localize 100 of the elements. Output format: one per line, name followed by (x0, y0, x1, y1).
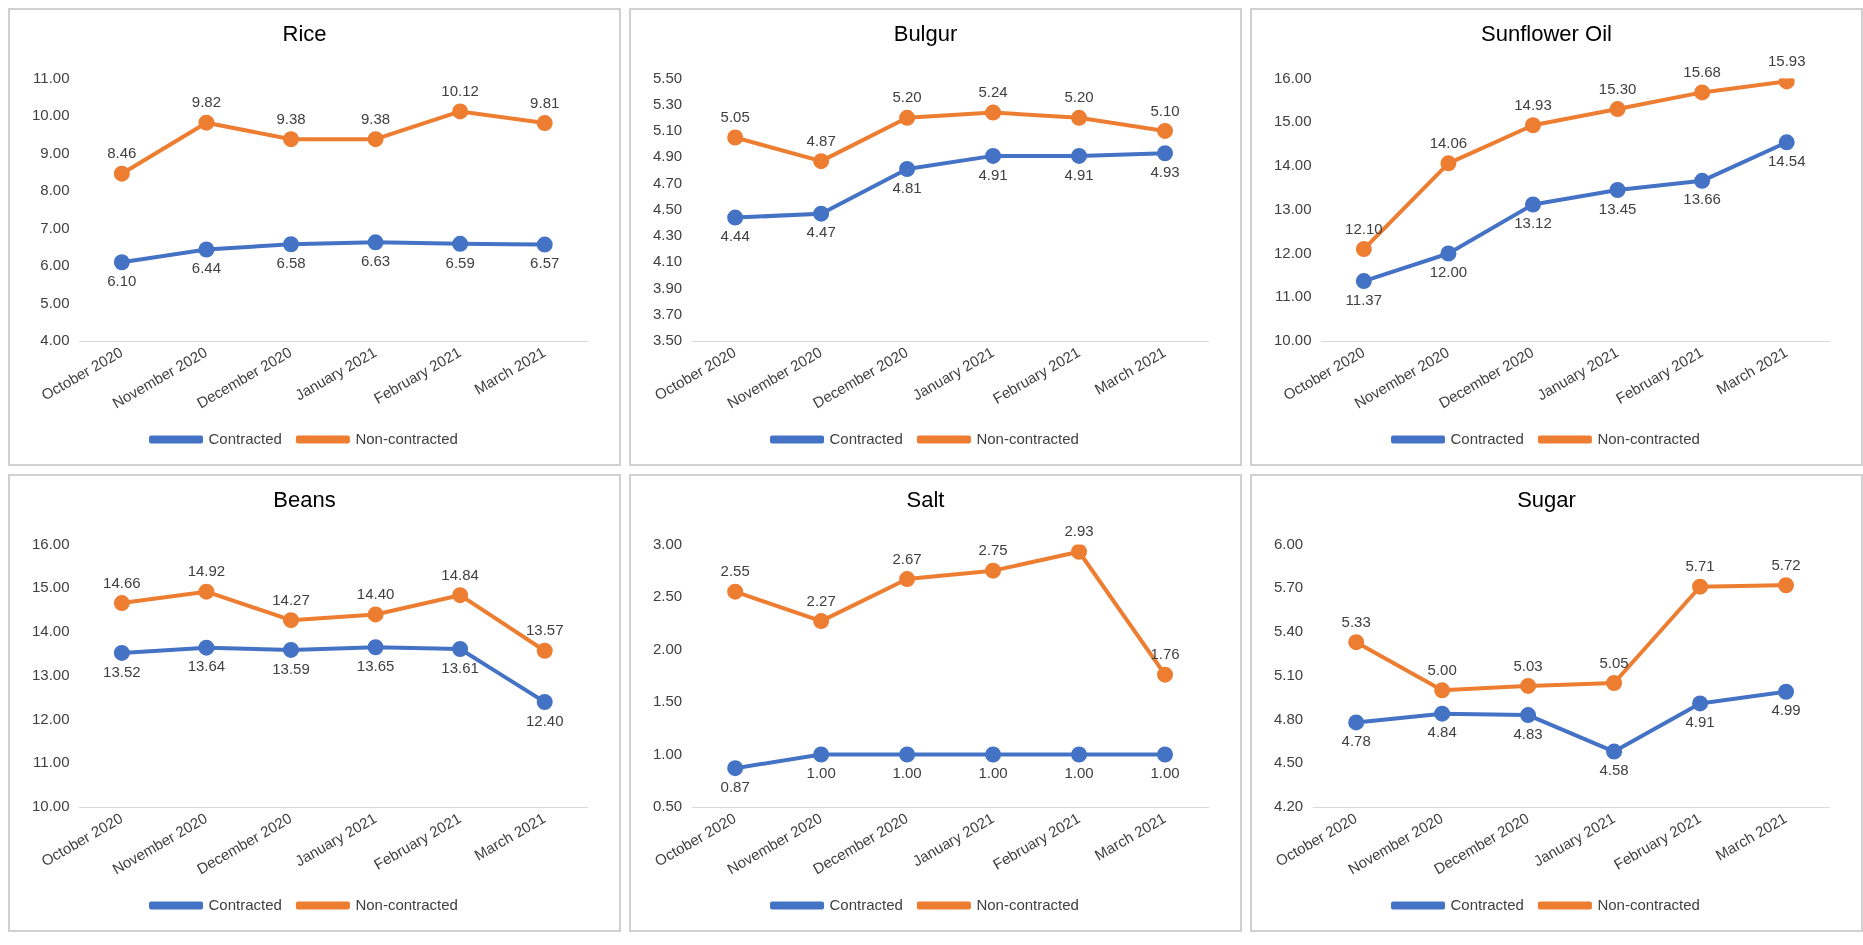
point (1355, 273, 1372, 290)
y-tick-label: 6.00 (1273, 534, 1304, 552)
chart-title: Sugar (1517, 487, 1576, 513)
data-label: 4.44 (720, 227, 750, 245)
data-label: 13.12 (1514, 214, 1552, 232)
point (1071, 147, 1088, 164)
data-label: 13.65 (356, 656, 395, 674)
data-label: 9.38 (360, 109, 391, 127)
y-tick-label: 4.90 (652, 147, 683, 165)
point (1348, 634, 1365, 651)
point (1157, 746, 1174, 763)
point (1524, 117, 1541, 134)
data-label: 6.59 (445, 253, 475, 271)
y-tick-label: 10.00 (31, 106, 70, 124)
y-tick-label: 11.00 (1275, 287, 1312, 305)
y-tick-label: 5.70 (1273, 578, 1304, 596)
point (899, 746, 916, 763)
point (1157, 122, 1174, 139)
data-label: 6.10 (107, 271, 137, 289)
point (1071, 544, 1088, 560)
legend-label: Non-contracted (355, 429, 458, 447)
legend-label: Non-contracted (976, 895, 1079, 913)
data-label: 2.75 (978, 541, 1008, 559)
data-label: 1.76 (1150, 645, 1180, 663)
data-label: 15.68 (1683, 63, 1721, 81)
point (727, 209, 744, 226)
data-label: 5.20 (1064, 88, 1094, 106)
data-label: 8.46 (107, 144, 137, 162)
point (452, 587, 469, 604)
data-label: 14.93 (1514, 95, 1552, 113)
y-tick-label: 16.00 (31, 534, 70, 552)
chart-title: Sunflower Oil (1481, 21, 1612, 47)
data-label: 2.67 (892, 549, 922, 567)
data-label: 4.84 (1427, 723, 1457, 741)
point (282, 641, 299, 658)
y-tick-label: 14.00 (31, 622, 70, 640)
point (813, 613, 830, 630)
data-label: 2.27 (806, 591, 836, 609)
point (1355, 241, 1372, 258)
legend-label: Non-contracted (355, 895, 458, 913)
data-label: 12.40 (525, 711, 564, 729)
data-label: 4.91 (1685, 713, 1715, 731)
point (198, 583, 215, 600)
y-tick-label: 2.00 (652, 639, 683, 657)
data-label: 14.66 (103, 573, 141, 591)
data-label: 14.40 (356, 585, 395, 603)
data-label: 9.82 (191, 93, 221, 111)
data-label: 5.24 (978, 83, 1008, 101)
data-label: 0.87 (720, 777, 750, 795)
data-label: 13.45 (1598, 199, 1637, 217)
y-tick-label: 6.00 (40, 256, 70, 274)
data-label: 4.58 (1599, 761, 1629, 779)
y-tick-label: 4.20 (1273, 797, 1304, 815)
y-tick-label: 5.30 (652, 94, 683, 112)
data-label: 4.81 (892, 178, 922, 196)
point (899, 109, 916, 126)
point (1692, 578, 1709, 595)
data-label: 6.57 (530, 254, 560, 272)
point (452, 235, 469, 252)
point (1434, 682, 1451, 699)
data-label: 1.00 (806, 764, 836, 782)
point (452, 641, 469, 658)
chart-title: Salt (906, 487, 945, 513)
data-label: 11.37 (1345, 290, 1383, 308)
y-tick-label: 4.30 (652, 226, 683, 244)
point (1157, 666, 1174, 683)
data-label: 6.58 (276, 253, 306, 271)
point (1694, 84, 1711, 101)
y-tick-label: 4.80 (1273, 709, 1304, 727)
data-label: 6.44 (191, 259, 221, 277)
data-label: 5.71 (1685, 557, 1715, 575)
data-label: 12.10 (1345, 219, 1383, 237)
data-label: 4.91 (1064, 165, 1094, 183)
y-tick-label: 4.00 (40, 331, 70, 349)
y-tick-label: 5.10 (1273, 665, 1304, 683)
point (1520, 707, 1537, 724)
point (1157, 145, 1174, 162)
y-tick-label: 1.50 (652, 692, 683, 710)
data-label: 15.93 (1767, 52, 1806, 70)
data-label: 2.93 (1064, 522, 1094, 540)
data-label: 4.47 (806, 223, 836, 241)
y-tick-label: 11.00 (33, 753, 70, 771)
y-tick-label: 12.00 (1273, 243, 1312, 261)
y-tick-label: 5.00 (40, 293, 70, 311)
point (113, 254, 130, 271)
data-label: 9.38 (276, 109, 306, 127)
data-label: 13.61 (441, 658, 479, 676)
legend-label: Contracted (829, 895, 903, 913)
legend-label: Contracted (208, 429, 282, 447)
data-label: 4.87 (806, 131, 836, 149)
y-tick-label: 2.50 (652, 587, 683, 605)
point (899, 161, 916, 178)
data-label: 13.66 (1683, 190, 1721, 208)
y-tick-label: 12.00 (31, 709, 70, 727)
legend-label: Contracted (1450, 429, 1524, 447)
data-label: 4.83 (1513, 724, 1543, 742)
point (1071, 109, 1088, 126)
y-tick-label: 11.00 (33, 68, 70, 86)
point (1440, 155, 1457, 172)
data-label: 14.92 (187, 562, 226, 580)
